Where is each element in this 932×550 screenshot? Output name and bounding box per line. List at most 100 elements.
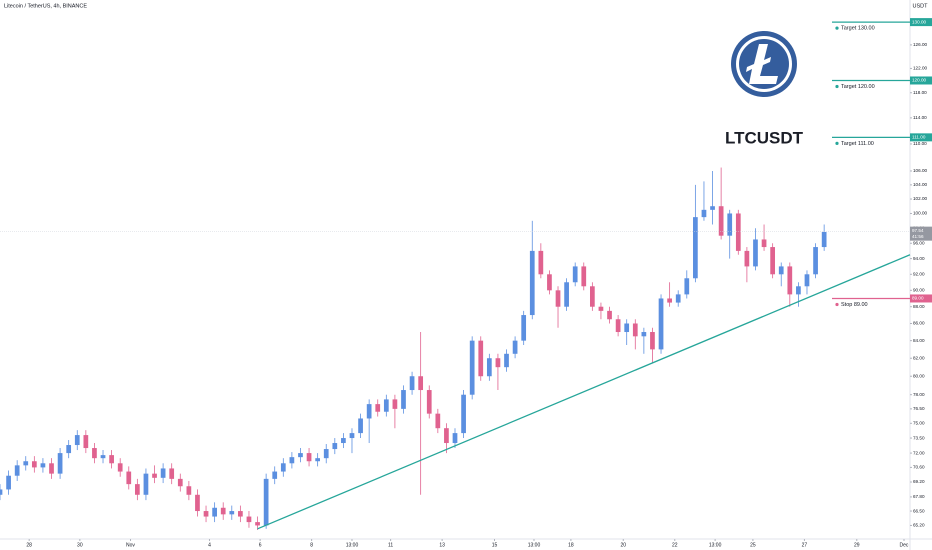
y-tick-label: 67.80	[913, 494, 925, 499]
candle-body	[375, 404, 381, 412]
x-tick-label: 15	[492, 542, 498, 548]
y-tick-label: 110.00	[913, 141, 927, 146]
y-tick-label: 72.00	[913, 450, 925, 455]
candle-body	[203, 511, 209, 517]
candle-body	[753, 239, 758, 267]
y-tick-label: 106.00	[913, 168, 927, 173]
x-tick-label: 13	[439, 542, 445, 548]
candle-body	[675, 294, 681, 303]
candle-body	[486, 358, 492, 377]
candle-body	[787, 266, 793, 295]
candle-body	[538, 250, 544, 275]
candle-body	[607, 310, 612, 320]
candle-body	[280, 463, 286, 472]
candle-body	[31, 461, 37, 468]
litecoin-logo	[731, 31, 797, 97]
candle-body	[632, 323, 638, 337]
candle-body	[547, 274, 552, 291]
candle-body	[315, 458, 321, 462]
candle-body	[821, 231, 827, 248]
x-tick-label: 18	[568, 542, 574, 548]
y-tick-label: 76.50	[913, 406, 925, 411]
candle-body	[693, 217, 698, 279]
y-tick-label: 94.00	[913, 256, 925, 261]
y-tick-label: 70.60	[913, 465, 925, 470]
y-tick-label: 102.00	[913, 196, 927, 201]
candle-body	[6, 475, 11, 490]
candle-body	[804, 274, 810, 287]
x-tick-label: 11	[388, 542, 393, 548]
y-tick-label: 80.00	[913, 373, 925, 378]
chart-title: Litecoin / TetherUS, 4h, BINANCE	[4, 3, 87, 9]
y-tick-label: 92.00	[913, 272, 925, 277]
candle-body	[169, 468, 175, 479]
candle-body	[684, 278, 690, 295]
price-tag	[910, 294, 932, 303]
y-tick-label: 122.00	[913, 66, 927, 71]
candle-body	[426, 390, 432, 414]
x-tick-label: 22	[672, 542, 678, 548]
candle-body	[383, 399, 389, 412]
trendline	[257, 254, 911, 530]
x-tick-label: 25	[750, 542, 756, 548]
candle-body	[401, 390, 406, 409]
currency-label: USDT	[913, 3, 929, 9]
candle-body	[435, 413, 441, 429]
x-tick-label: 13:00	[528, 542, 541, 548]
level-icon	[835, 302, 839, 307]
x-tick-label: 4	[208, 542, 211, 548]
level-icon	[835, 26, 839, 30]
candle-body	[495, 358, 501, 368]
candle-body	[624, 323, 630, 333]
level-icon	[835, 84, 839, 89]
y-tick-label: 86.00	[913, 321, 925, 326]
y-tick-label: 88.00	[913, 304, 925, 309]
candle-body	[727, 213, 733, 236]
candle-body	[796, 286, 801, 295]
candle-body	[761, 239, 767, 248]
x-tick-label: 29	[854, 542, 860, 548]
last-price-label: 97.54	[912, 228, 924, 233]
candle-body	[718, 206, 724, 236]
candle-body	[564, 282, 569, 307]
candle-body	[23, 461, 29, 466]
level-text: Target 130.00	[841, 26, 875, 32]
candle-body	[160, 468, 166, 478]
price-tag-label: 130.00	[912, 19, 926, 24]
x-tick-label: 8	[310, 542, 313, 548]
price-tag	[910, 133, 932, 142]
candle-body	[126, 471, 132, 485]
candle-body	[452, 433, 458, 444]
candle-body	[263, 478, 269, 526]
price-tag-label: 111.00	[912, 135, 926, 140]
y-tick-label: 78.00	[913, 392, 925, 397]
candle-body	[117, 463, 123, 472]
candle-body	[529, 250, 535, 316]
candle-body	[366, 404, 372, 419]
candle-body	[229, 511, 235, 515]
y-tick-label: 66.50	[913, 508, 925, 513]
candle-body	[735, 213, 741, 251]
candle-body	[152, 473, 157, 478]
x-tick-label: 27	[802, 542, 808, 548]
level-icon	[835, 141, 839, 145]
countdown-label: 41:56	[912, 234, 924, 239]
candle-body	[57, 453, 63, 474]
x-tick-label: 30	[77, 542, 83, 548]
candle-body	[92, 448, 97, 459]
y-tick-label: 84.00	[913, 338, 925, 343]
candle-body	[134, 484, 140, 495]
x-tick-label: 6	[259, 542, 262, 548]
candle-body	[49, 463, 54, 474]
candle-body	[238, 511, 243, 517]
candle-body	[40, 463, 46, 468]
candle-body	[581, 266, 587, 287]
candle-body	[306, 453, 312, 462]
candle-body	[358, 418, 363, 434]
y-tick-label: 104.00	[913, 182, 927, 187]
candle-body	[701, 209, 707, 218]
logo-glyph	[746, 44, 778, 84]
candle-body	[349, 433, 355, 439]
candle-body	[641, 332, 647, 337]
